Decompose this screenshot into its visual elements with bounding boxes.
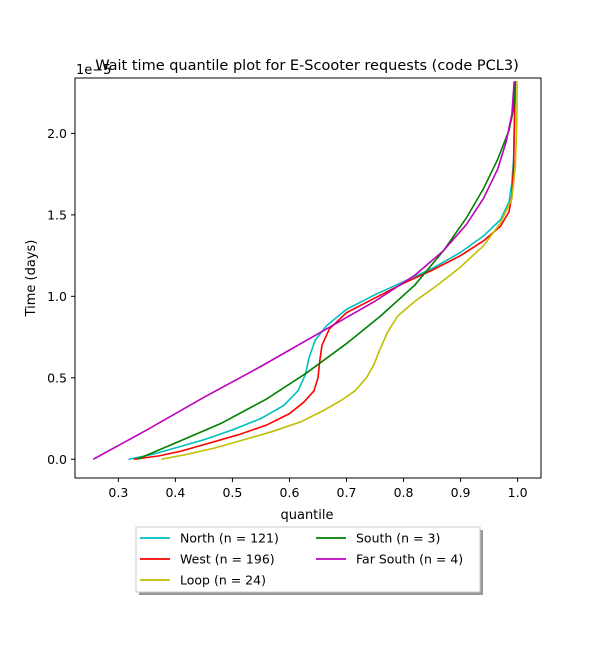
legend-entry: South (n = 3) — [356, 531, 440, 546]
series-line-1 — [133, 81, 517, 461]
series-line-4 — [92, 81, 515, 460]
y-axis-label: Time (days) — [24, 240, 39, 318]
y-tick-label: 1.0 — [47, 289, 67, 304]
y-tick-label: 1.5 — [47, 207, 67, 222]
y-tick-label: 0.5 — [47, 370, 67, 385]
x-tick-label: 0.4 — [165, 485, 185, 500]
legend-entry: North (n = 121) — [180, 531, 279, 546]
x-tick-label: 0.8 — [394, 485, 414, 500]
y-axis: 0.0 0.5 1.0 1.5 2.0 — [47, 126, 75, 467]
x-tick-label: 0.3 — [108, 485, 128, 500]
legend-entry: West (n = 196) — [180, 552, 275, 567]
legend-entry: Far South (n = 4) — [356, 552, 463, 567]
y-offset-label: 1e−5 — [76, 63, 111, 78]
series-line-3 — [136, 81, 517, 460]
legend-entry: Loop (n = 24) — [180, 573, 266, 588]
x-tick-label: 0.5 — [222, 485, 242, 500]
series-line-2 — [160, 81, 518, 461]
x-axis: 0.3 0.4 0.5 0.6 0.7 0.8 0.9 1.0 — [108, 478, 528, 500]
legend: North (n = 121) West (n = 196) Loop (n = 2… — [135, 526, 483, 595]
chart-title: Wait time quantile plot for E-Scooter re… — [95, 58, 519, 74]
y-tick-label: 0.0 — [47, 452, 67, 467]
x-tick-label: 0.9 — [451, 485, 471, 500]
legend-box — [135, 526, 481, 593]
x-axis-label: quantile — [280, 508, 333, 523]
x-tick-label: 1.0 — [508, 485, 528, 500]
y-tick-label: 2.0 — [47, 126, 67, 141]
x-tick-label: 0.7 — [337, 485, 357, 500]
x-tick-label: 0.6 — [280, 485, 300, 500]
plot-frame — [74, 77, 542, 479]
series-lines — [92, 81, 518, 461]
